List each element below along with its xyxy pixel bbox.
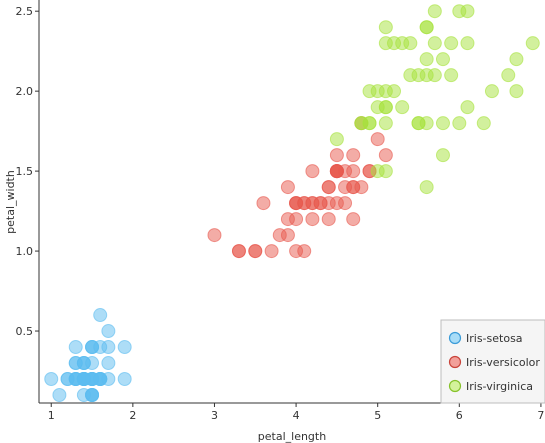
point-versicolor bbox=[297, 244, 312, 259]
y-tick-label: 1.0 bbox=[16, 245, 34, 258]
point-virginica bbox=[460, 4, 475, 19]
legend-marker-virginica bbox=[448, 379, 462, 393]
point-virginica bbox=[525, 36, 540, 51]
point-versicolor bbox=[370, 132, 385, 147]
point-versicolor bbox=[297, 196, 312, 211]
point-versicolor bbox=[207, 228, 222, 243]
point-virginica bbox=[476, 116, 491, 131]
point-versicolor bbox=[378, 148, 393, 163]
point-versicolor bbox=[289, 212, 304, 227]
point-setosa bbox=[85, 388, 100, 402]
legend-marker-versicolor bbox=[448, 355, 462, 369]
point-virginica bbox=[411, 116, 426, 131]
point-virginica bbox=[378, 164, 393, 179]
point-versicolor bbox=[280, 180, 295, 195]
point-virginica bbox=[378, 116, 393, 131]
point-setosa bbox=[117, 340, 132, 355]
point-virginica bbox=[378, 20, 393, 35]
point-virginica bbox=[444, 36, 459, 51]
point-setosa bbox=[117, 372, 132, 387]
point-versicolor bbox=[305, 212, 320, 227]
point-virginica bbox=[484, 84, 499, 99]
legend-marker-setosa bbox=[448, 331, 462, 345]
point-versicolor bbox=[346, 164, 361, 179]
point-virginica bbox=[403, 36, 418, 51]
point-versicolor bbox=[272, 228, 287, 243]
point-virginica bbox=[329, 132, 344, 147]
point-virginica bbox=[427, 4, 442, 19]
point-setosa bbox=[76, 356, 91, 371]
ticks: 1 2 3 4 5 6 7 0.5 1.0 1.5 2.0 2.5 bbox=[16, 5, 545, 422]
point-virginica bbox=[419, 52, 434, 67]
legend-label-virginica: Iris-virginica bbox=[466, 380, 533, 393]
point-versicolor bbox=[329, 148, 344, 163]
point-versicolor bbox=[321, 180, 336, 195]
point-virginica bbox=[354, 116, 369, 131]
point-virginica bbox=[419, 180, 434, 195]
point-versicolor bbox=[338, 180, 353, 195]
point-setosa bbox=[68, 340, 83, 355]
y-axis-title: petal_width bbox=[4, 170, 17, 234]
point-virginica bbox=[509, 52, 524, 67]
x-tick-label: 4 bbox=[293, 409, 300, 422]
x-tick-label: 1 bbox=[48, 409, 55, 422]
points-layer bbox=[44, 4, 540, 402]
point-versicolor bbox=[338, 196, 353, 211]
y-tick-label: 0.5 bbox=[16, 325, 34, 338]
point-versicolor bbox=[313, 196, 328, 211]
point-virginica bbox=[427, 36, 442, 51]
point-versicolor bbox=[321, 212, 336, 227]
point-versicolor bbox=[329, 164, 344, 179]
point-virginica bbox=[387, 84, 402, 99]
legend-label-setosa: Iris-setosa bbox=[466, 332, 523, 345]
point-setosa bbox=[44, 372, 59, 387]
x-tick-label: 5 bbox=[374, 409, 381, 422]
point-setosa bbox=[93, 308, 108, 323]
x-tick-label: 3 bbox=[211, 409, 218, 422]
point-virginica bbox=[509, 84, 524, 99]
point-virginica bbox=[444, 68, 459, 83]
point-virginica bbox=[435, 116, 450, 131]
legend-label-versicolor: Iris-versicolor bbox=[466, 356, 540, 369]
point-versicolor bbox=[256, 196, 271, 211]
x-axis-title: petal_length bbox=[258, 430, 326, 443]
point-setosa bbox=[76, 372, 91, 387]
point-setosa bbox=[85, 340, 100, 355]
point-versicolor bbox=[346, 148, 361, 163]
point-virginica bbox=[460, 36, 475, 51]
y-tick-label: 2.0 bbox=[16, 85, 34, 98]
point-virginica bbox=[452, 116, 467, 131]
point-virginica bbox=[395, 100, 410, 115]
x-tick-label: 6 bbox=[456, 409, 463, 422]
point-versicolor bbox=[305, 164, 320, 179]
point-virginica bbox=[419, 20, 434, 35]
point-virginica bbox=[403, 68, 418, 83]
y-tick-label: 1.5 bbox=[16, 165, 34, 178]
point-versicolor bbox=[231, 244, 246, 259]
point-setosa bbox=[101, 324, 116, 339]
point-virginica bbox=[419, 68, 434, 83]
y-tick-label: 2.5 bbox=[16, 5, 34, 18]
x-tick-label: 2 bbox=[129, 409, 136, 422]
legend: Iris-setosa Iris-versicolor Iris-virgini… bbox=[440, 319, 545, 404]
point-versicolor bbox=[346, 212, 361, 227]
point-versicolor bbox=[248, 244, 263, 259]
point-virginica bbox=[387, 36, 402, 51]
point-virginica bbox=[435, 148, 450, 163]
point-virginica bbox=[370, 100, 385, 115]
point-virginica bbox=[435, 52, 450, 67]
point-setosa bbox=[52, 388, 67, 402]
x-tick-label: 7 bbox=[537, 409, 544, 422]
point-virginica bbox=[460, 100, 475, 115]
point-virginica bbox=[501, 68, 516, 83]
point-versicolor bbox=[354, 180, 369, 195]
point-setosa bbox=[101, 356, 116, 371]
point-versicolor bbox=[264, 244, 279, 259]
point-virginica bbox=[362, 84, 377, 99]
